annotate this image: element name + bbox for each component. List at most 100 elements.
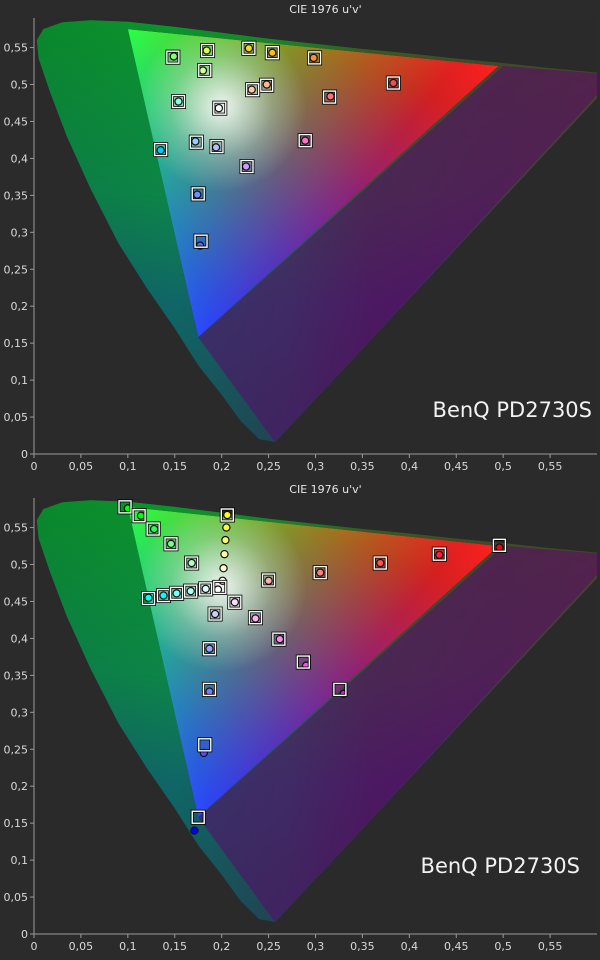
target-square [202, 642, 217, 656]
x-tick-label: 0,45 [444, 460, 469, 473]
target-square [146, 522, 160, 536]
measured-point [389, 78, 398, 88]
y-tick-label: 0,3 [11, 706, 29, 719]
measured-point [219, 564, 228, 573]
y-tick-label: 0 [21, 448, 28, 461]
measured-points [123, 504, 504, 835]
target-square [184, 556, 199, 570]
target-square [194, 234, 208, 248]
target-square [245, 82, 260, 97]
measured-point [210, 609, 220, 619]
axes: 0 0,05 0,1 0,15 0,2 0,25 0,3 0,35 0,4 0,45 0,5 0,55… [4, 498, 597, 953]
target-square [373, 556, 387, 570]
x-tick-label: 0,05 [69, 460, 94, 473]
measured-point [172, 589, 181, 598]
target-square [199, 582, 213, 596]
target-square [432, 547, 447, 561]
x-tick-label: 0,35 [350, 940, 375, 953]
x-tick-label: 0,5 [494, 460, 512, 473]
measured-point [201, 584, 210, 594]
target-squares [117, 499, 507, 825]
measured-point [230, 597, 240, 607]
target-square [141, 591, 156, 606]
monitor-label: BenQ PD2730S [433, 398, 592, 422]
locus-purple-sector [198, 66, 600, 443]
target-square [184, 584, 198, 598]
measured-point [159, 591, 168, 600]
measured-point [376, 558, 385, 568]
measured-point [221, 535, 230, 545]
target-square [213, 580, 227, 595]
target-square [313, 565, 327, 580]
target-square [228, 595, 242, 609]
measured-point [435, 550, 444, 560]
target-square [265, 46, 280, 60]
target-squares [153, 40, 401, 249]
measured-point [166, 539, 176, 549]
measured-point [275, 634, 285, 644]
target-square [242, 41, 256, 55]
y-tick-label: 0,1 [11, 854, 29, 867]
x-tick-label: 0,2 [213, 460, 231, 473]
measured-point [193, 190, 202, 199]
measured-point [220, 549, 229, 559]
x-tick-label: 0,1 [119, 940, 137, 953]
gamut-triangle [127, 506, 499, 818]
y-tick-label: 0,05 [4, 891, 29, 904]
target-square [198, 63, 212, 78]
measured-point [300, 136, 310, 145]
y-tick-label: 0,45 [4, 595, 29, 608]
measured-point [169, 52, 179, 61]
target-square [492, 538, 507, 552]
x-tick-label: 0,15 [163, 940, 188, 953]
measured-point [186, 586, 195, 596]
target-square [261, 573, 276, 587]
axes: 0 0,05 0,1 0,15 0,2 0,25 0,3 0,35 0,4 0,45 0,5 0,55… [4, 18, 597, 473]
measured-point [205, 644, 214, 653]
target-square [272, 632, 286, 646]
x-tick-label: 0,55 [538, 940, 563, 953]
measured-point [241, 162, 251, 171]
x-tick-label: 0,15 [163, 460, 188, 473]
target-square [210, 139, 224, 154]
x-tick-label: 0,35 [350, 460, 375, 473]
y-tick-label: 0,5 [11, 559, 29, 572]
x-tick-label: 0,3 [307, 940, 325, 953]
y-tick-label: 0 [21, 928, 28, 941]
y-tick-label: 0,35 [4, 669, 29, 682]
measured-point [214, 103, 224, 113]
target-square [169, 586, 184, 601]
target-square [166, 50, 180, 64]
measured-point [315, 568, 325, 577]
target-square [386, 76, 401, 90]
y-tick-label: 0,35 [4, 189, 29, 202]
chart-title: CIE 1976 u'v' [289, 3, 361, 16]
target-square [191, 187, 205, 201]
target-square [153, 142, 168, 157]
x-tick-label: 0 [31, 460, 38, 473]
y-tick-label: 0,5 [11, 79, 29, 92]
target-square [248, 611, 263, 625]
measured-point [247, 85, 256, 94]
x-tick-label: 0 [31, 940, 38, 953]
target-square [307, 51, 322, 65]
measured-point [156, 146, 165, 155]
target-square [240, 159, 254, 174]
x-tick-label: 0,05 [69, 940, 94, 953]
measured-point [198, 66, 208, 75]
measured-point [264, 576, 273, 585]
y-tick-label: 0,15 [4, 817, 29, 830]
measured-point [174, 97, 183, 106]
x-tick-label: 0,45 [444, 940, 469, 953]
target-square [164, 537, 178, 551]
target-square [220, 508, 234, 522]
x-tick-label: 0,1 [119, 460, 137, 473]
measured-point [262, 80, 271, 89]
measured-point [191, 137, 200, 146]
chart-panel-bottom: 0 0,05 0,1 0,15 0,2 0,25 0,3 0,35 0,4 0,45 0,5 0,55… [0, 480, 600, 960]
target-square [171, 94, 186, 109]
x-tick-label: 0,25 [256, 940, 281, 953]
y-tick-label: 0,3 [11, 226, 29, 239]
measured-point [326, 92, 335, 101]
x-tick-label: 0,4 [401, 460, 419, 473]
